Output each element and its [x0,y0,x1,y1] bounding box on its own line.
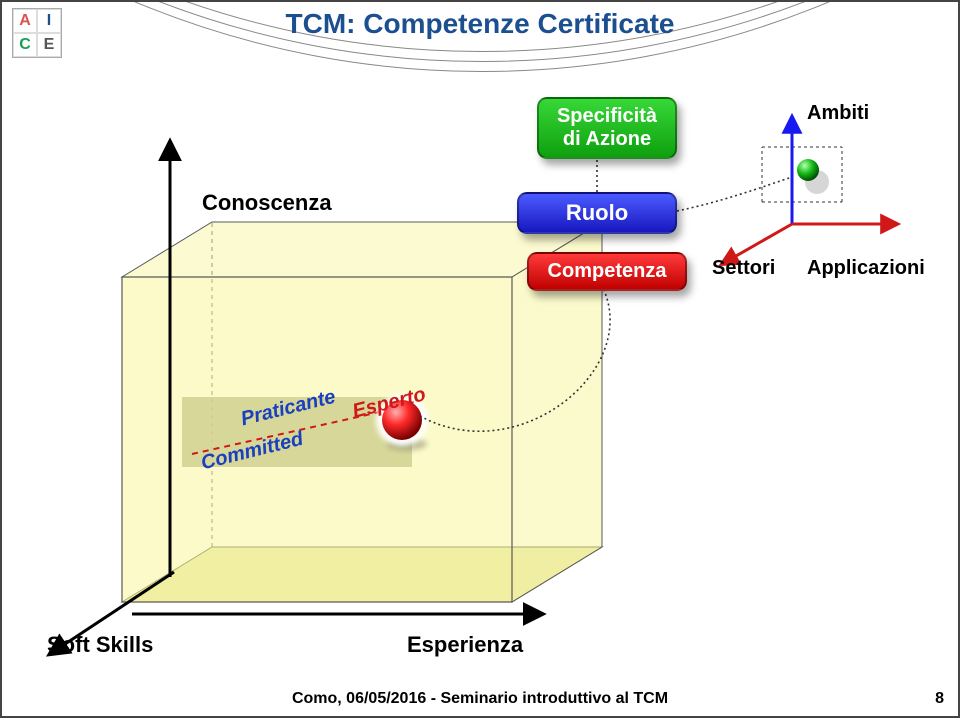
pill-specificita-line1: Specificità [553,105,661,128]
page-number: 8 [935,690,944,708]
pill-specificita: Specificità di Azione [537,97,677,159]
link-ambiti [672,177,792,212]
label-settori: Settori [712,257,775,280]
label-applicazioni: Applicazioni [807,257,925,280]
label-ambiti: Ambiti [807,102,869,125]
ambiti-ball [797,159,819,181]
label-esperienza: Esperienza [407,632,523,658]
pill-competenza: Competenza [527,252,687,291]
pill-ruolo: Ruolo [517,192,677,234]
mini-axes [722,117,897,264]
pill-specificita-line2: di Azione [553,128,661,151]
footer-text: Como, 06/05/2016 - Seminario introduttiv… [2,690,958,708]
label-softskills: Soft Skills [47,632,153,658]
slide: A I C E TCM: Competenze Certificate [0,0,960,718]
label-conoscenza: Conoscenza [202,190,332,216]
